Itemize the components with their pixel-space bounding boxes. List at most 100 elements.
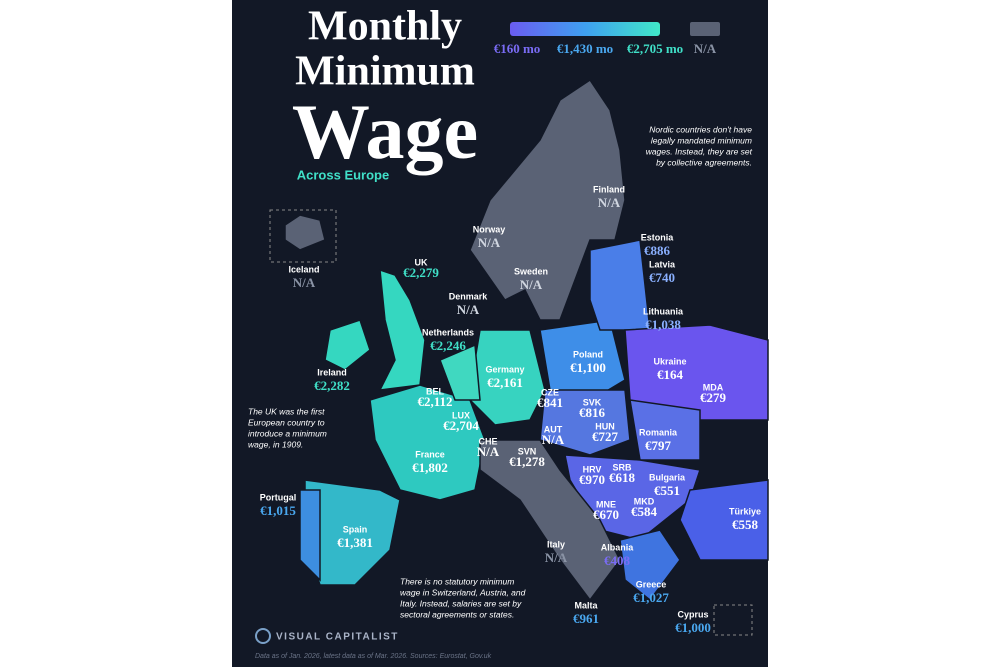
country-wage: €1,802 [412, 460, 448, 475]
country-name: SRB [612, 462, 632, 472]
country-wage: €1,038 [645, 317, 681, 332]
country-name: CZE [541, 387, 559, 397]
country-wage: N/A [545, 550, 568, 565]
country-name: Bulgaria [649, 472, 686, 482]
country-wage: €1,381 [337, 535, 373, 550]
country-name: Romania [639, 427, 678, 437]
country-name: LUX [452, 410, 470, 420]
country-wage: N/A [457, 302, 480, 317]
note-line: Italy. Instead, salaries are set by [400, 598, 522, 608]
country-wage: €1,278 [509, 454, 545, 469]
country-wage: €279 [700, 390, 727, 405]
country-name: SVK [583, 397, 602, 407]
note-line: legally mandated minimum [651, 135, 752, 145]
country-wage: €886 [644, 243, 671, 258]
country-name: Albania [601, 542, 635, 552]
note-line: European country to [248, 417, 325, 427]
note-line: wage in Switzerland, Austria, and [400, 587, 526, 597]
note-line: sectoral agreements or states. [400, 609, 514, 619]
legend-gradient [510, 22, 660, 36]
country-wage: €740 [649, 270, 675, 285]
country-name: Malta [574, 600, 598, 610]
country-wage: €2,246 [430, 338, 466, 353]
country-name: UK [415, 257, 428, 267]
country-wage: N/A [477, 444, 500, 459]
country-wage: €1,000 [675, 620, 711, 635]
country-wage: €558 [732, 517, 759, 532]
country-wage: €1,100 [570, 360, 606, 375]
iceland-inset [269, 209, 337, 263]
country-wage: €618 [609, 470, 636, 485]
country-name: Netherlands [422, 327, 474, 337]
country-wage: N/A [598, 195, 621, 210]
note-line: Nordic countries don't have [649, 124, 752, 134]
country-wage: N/A [520, 277, 543, 292]
subtitle: Across Europe [297, 167, 389, 182]
country-name: Italy [547, 539, 565, 549]
legend-label: €160 mo [494, 41, 541, 56]
note-line: by collective agreements. [656, 157, 752, 167]
country-wage: €2,279 [403, 265, 439, 280]
note-line: introduce a minimum [248, 428, 327, 438]
country-name: Norway [473, 224, 506, 234]
country-name: Denmark [449, 291, 489, 301]
country-wage: €2,704 [443, 418, 479, 433]
country-name: Greece [636, 579, 667, 589]
country-labels: IcelandN/AUK€2,279NorwayN/AFinlandN/ASwe… [260, 184, 761, 635]
country-wage: N/A [478, 235, 501, 250]
country-name: CHE [478, 436, 497, 446]
country-name: BEL [426, 386, 445, 396]
country-wage: €2,112 [417, 394, 452, 409]
country-wage: €1,027 [633, 590, 669, 605]
cyprus-inset [713, 604, 753, 636]
country-name: Spain [343, 524, 368, 534]
country-name: MNE [596, 499, 616, 509]
country-wage: €841 [537, 395, 563, 410]
title-line: Wage [292, 88, 478, 175]
title-line: Monthly [308, 4, 462, 50]
country-name: Finland [593, 184, 625, 194]
country-wage: €584 [631, 504, 658, 519]
legend-label: €2,705 mo [627, 41, 683, 56]
country-name: HUN [595, 421, 615, 431]
country-name: Iceland [288, 264, 319, 274]
logo-icon [255, 628, 271, 644]
country-name: MKD [634, 496, 655, 506]
country-wage: €408 [604, 553, 631, 568]
note-line: There is no statutory minimum [400, 576, 514, 586]
legend-label: N/A [694, 41, 717, 56]
map-shapes [284, 78, 769, 602]
country-name: Ukraine [653, 356, 686, 366]
note-line: wage, in 1909. [248, 439, 303, 449]
brand: VISUAL CAPITALIST [276, 632, 399, 643]
country-name: HRV [583, 464, 602, 474]
country-name: Lithuania [643, 306, 684, 316]
country-name: AUT [544, 424, 563, 434]
country-wage: €797 [645, 438, 672, 453]
country-wage: €164 [657, 367, 684, 382]
country-wage: €1,015 [260, 503, 296, 518]
country-wage: €670 [593, 507, 619, 522]
country-name: SVN [518, 446, 537, 456]
legend-label: €1,430 mo [557, 41, 613, 56]
country-name: Cyprus [677, 609, 708, 619]
country-wage: €2,282 [314, 378, 350, 393]
legend-na [690, 22, 720, 36]
country-name: Sweden [514, 266, 548, 276]
note-line: wages. Instead, they are set [646, 146, 753, 156]
country-wage: €2,161 [487, 375, 523, 390]
country-wage: N/A [293, 275, 316, 290]
country-wage: N/A [542, 432, 565, 447]
country-wage: €727 [592, 429, 619, 444]
country-wage: €961 [573, 611, 599, 626]
country-name: Ireland [317, 367, 347, 377]
country-name: France [415, 449, 445, 459]
country-name: MDA [703, 382, 724, 392]
country-name: Latvia [649, 259, 676, 269]
country-name: Portugal [260, 492, 297, 502]
country-name: Poland [573, 349, 603, 359]
country-name: Estonia [641, 232, 675, 242]
country-name: Türkiye [729, 506, 761, 516]
